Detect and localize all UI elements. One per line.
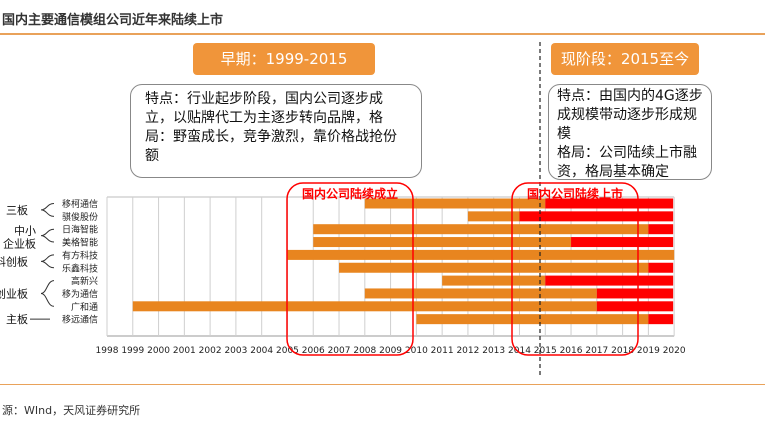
x-tick-label: 2011 [431,346,454,356]
x-tick-label: 2014 [508,346,531,356]
x-tick-label: 2004 [250,346,273,356]
x-tick-label: 2012 [456,346,479,356]
x-tick-label: 2002 [199,346,222,356]
x-tick-label: 2017 [585,346,608,356]
x-tick-label: 2001 [173,346,196,356]
board-bracket-2 [40,228,55,243]
company-label: 乐鑫科技 [62,262,98,274]
board-label: 创业板 [0,286,28,300]
bar-founded-9 [132,301,597,312]
bar-listed-9 [596,301,674,312]
bar-founded-8 [364,288,597,299]
source-note: 源：WInd，天风证券研究所 [2,404,141,417]
board-label: 主板 [6,312,28,326]
founding-highlight-box [286,182,414,356]
company-label: 高新兴 [71,275,98,287]
company-label: 有方科技 [62,249,98,261]
company-label: 移柯通信 [62,198,98,210]
board-bracket-1 [40,203,55,217]
x-tick-label: 2019 [637,346,660,356]
bar-listed-1 [545,198,674,209]
x-tick-label: 2016 [560,346,583,356]
phase-current-label: 现阶段：2015至今 [551,43,699,75]
x-tick-label: 2015 [534,346,557,356]
x-tick-label: 2000 [147,346,170,356]
phase-current-note: 特点：由国内的4G逐步成规模带动逐步形成规模 格局：公司陆续上市融资，格局基本确… [548,84,712,180]
x-tick-label: 2007 [328,346,351,356]
bottom-divider [0,384,765,385]
company-label: 移远通信 [62,314,98,326]
bar-founded-2 [467,211,520,222]
company-label: 骐俊股份 [62,211,98,223]
x-tick-label: 1998 [96,346,119,356]
board-label: 中小 [14,225,36,238]
x-tick-label: 2006 [302,346,325,356]
company-label: 日海智能 [62,224,98,236]
x-tick-label: 2018 [611,346,634,356]
board-label: 科创板 [0,254,28,268]
x-tick-label: 2003 [224,346,247,356]
bar-founded-4 [313,237,572,248]
bar-founded-3 [313,224,649,235]
bar-listed-6 [648,262,674,273]
x-tick-label: 2010 [405,346,428,356]
bar-founded-1 [364,198,546,209]
x-tick-label: 2013 [482,346,505,356]
phase-early-note: 特点：行业起步阶段，国内公司逐步成立，以贴牌代工为主逐步转向品牌，格局：野蛮成长… [130,84,422,178]
bar-founded-10 [416,314,649,325]
phase-early-label: 早期：1999-2015 [193,43,375,75]
x-tick-label: 2005 [276,346,299,356]
x-tick-label: 2008 [353,346,376,356]
bar-founded-6 [339,262,649,273]
company-label: 美格智能 [62,237,98,249]
listing-annotation: 国内公司陆续上市 [527,186,623,201]
company-label: 移为通信 [62,288,98,300]
board-bracket-4 [40,280,55,307]
top-divider [0,33,765,35]
bar-listed-2 [519,211,674,222]
board-label: 三板 [6,203,28,217]
bar-founded-5 [287,249,675,260]
bar-listed-10 [648,314,674,325]
founding-annotation: 国内公司陆续成立 [302,186,398,201]
x-tick-label: 2009 [379,346,402,356]
bar-founded-7 [442,275,546,286]
bar-listed-3 [648,224,674,235]
x-tick-label: 2020 [663,346,686,356]
listing-highlight-box [511,182,639,356]
x-tick-label: 1999 [121,346,144,356]
bar-listed-4 [571,237,674,248]
bar-listed-7 [545,275,674,286]
page-title: 国内主要通信模组公司近年来陆续上市 [2,13,224,28]
company-label: 广和通 [71,301,98,313]
board-bracket-3 [40,254,55,269]
board-label: 企业板 [3,237,36,251]
bar-listed-8 [596,288,674,299]
